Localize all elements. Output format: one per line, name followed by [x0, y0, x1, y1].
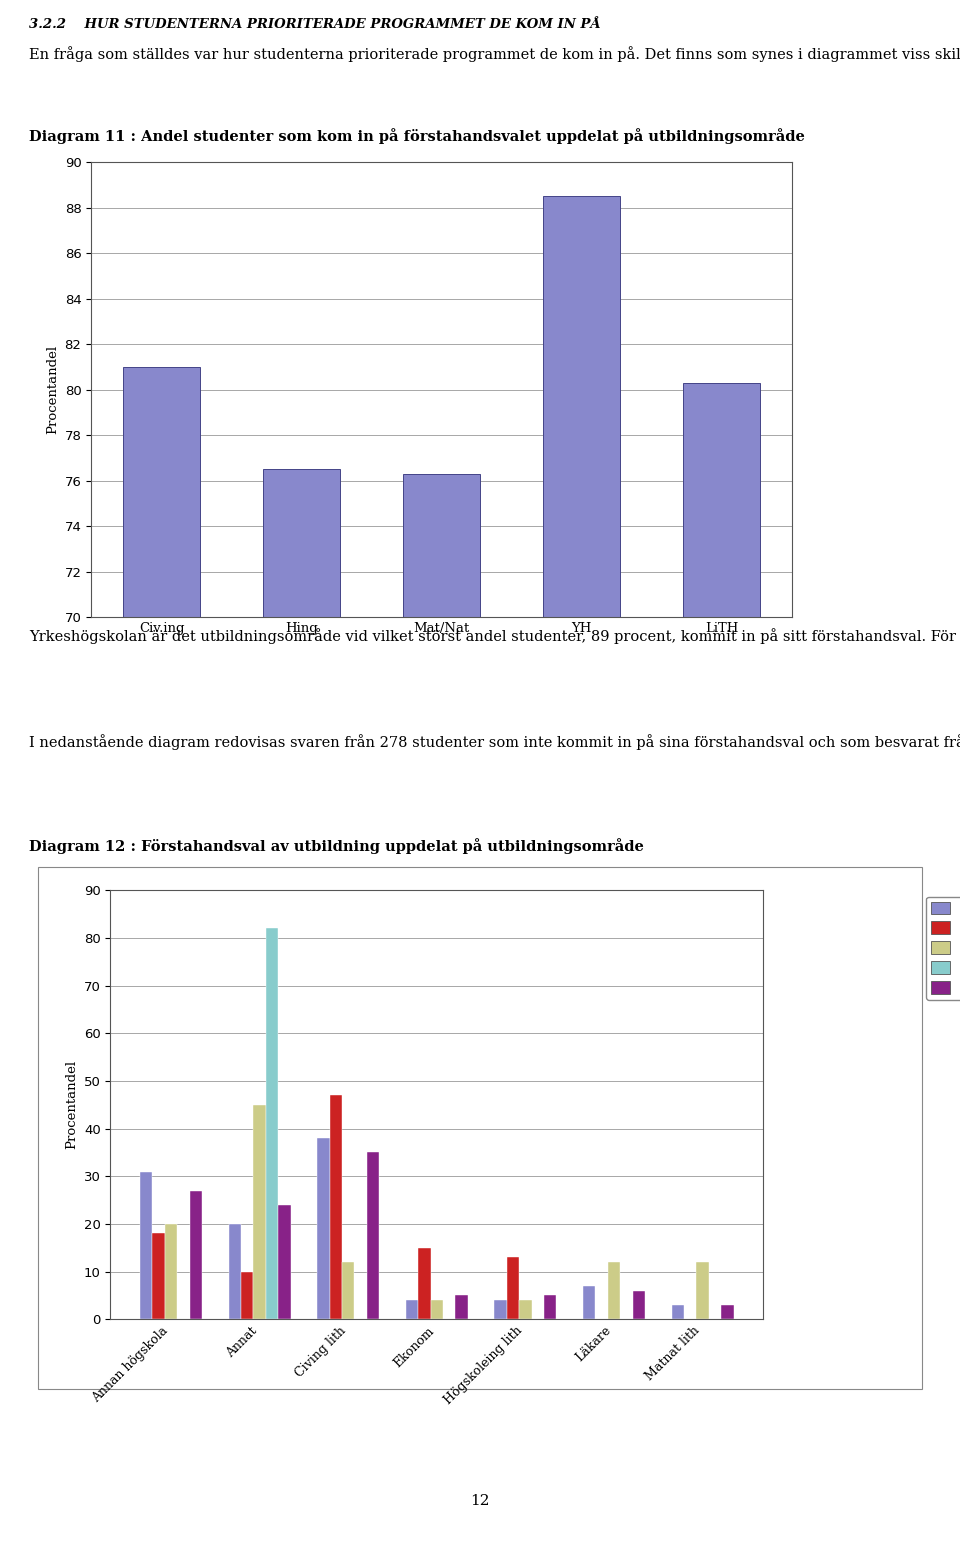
Bar	[633, 1290, 645, 1319]
Bar	[696, 1262, 708, 1319]
Text: 3.2.2    HUR STUDENTERNA PRIORITERADE PROGRAMMET DE KOM IN PÅ: 3.2.2 HUR STUDENTERNA PRIORITERADE PROGR…	[29, 19, 601, 31]
Bar	[123, 367, 200, 617]
Bar	[266, 929, 278, 1319]
Legend: Civ.ing, Hing, Mat/Nat, YH, LiTH: Civ.ing, Hing, Mat/Nat, YH, LiTH	[926, 896, 960, 1000]
Bar	[721, 1305, 733, 1319]
Bar	[253, 1105, 266, 1319]
Bar	[507, 1258, 519, 1319]
Bar	[190, 1191, 202, 1319]
Bar	[684, 383, 760, 617]
Bar	[241, 1271, 253, 1319]
Bar	[519, 1301, 532, 1319]
Bar	[431, 1301, 443, 1319]
Bar	[543, 196, 620, 617]
Bar	[608, 1262, 620, 1319]
Bar	[165, 1224, 178, 1319]
Bar	[544, 1296, 557, 1319]
Bar	[317, 1139, 329, 1319]
Y-axis label: Procentandel: Procentandel	[65, 1060, 79, 1150]
Bar	[228, 1224, 241, 1319]
Bar	[367, 1153, 379, 1319]
Text: Yrkeshögskolan är det utbildningsområde vid vilket störst andel studenter, 89 pr: Yrkeshögskolan är det utbildningsområde …	[29, 628, 960, 643]
Bar	[672, 1305, 684, 1319]
Text: I nedanstående diagram redovisas svaren från 278 studenter som inte kommit in på: I nedanstående diagram redovisas svaren …	[29, 734, 960, 750]
Bar	[583, 1285, 595, 1319]
Bar	[278, 1205, 291, 1319]
Text: 12: 12	[470, 1494, 490, 1508]
Bar	[406, 1301, 419, 1319]
Bar	[342, 1262, 354, 1319]
Bar	[494, 1301, 507, 1319]
Bar	[329, 1096, 342, 1319]
Text: En fråga som ställdes var hur studenterna prioriterade programmet de kom in på. : En fråga som ställdes var hur studentern…	[29, 46, 960, 62]
Bar	[403, 474, 480, 617]
Bar	[455, 1296, 468, 1319]
Bar	[140, 1171, 153, 1319]
Text: Diagram 12 : Förstahandsval av utbildning uppdelat på utbildningsområde: Diagram 12 : Förstahandsval av utbildnin…	[29, 838, 643, 853]
Text: Diagram 11 : Andel studenter som kom in på förstahandsvalet uppdelat på utbildni: Diagram 11 : Andel studenter som kom in …	[29, 128, 804, 143]
Y-axis label: Procentandel: Procentandel	[46, 346, 59, 434]
Bar	[419, 1248, 431, 1319]
Bar	[153, 1233, 165, 1319]
Bar	[263, 469, 340, 617]
